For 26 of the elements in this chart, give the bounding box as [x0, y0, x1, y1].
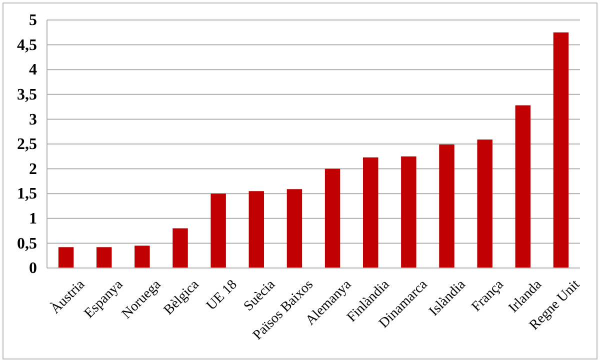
bar: [439, 144, 454, 268]
bar: [401, 156, 416, 268]
bar: [96, 247, 112, 268]
y-tick-label: 0: [29, 260, 37, 278]
y-tick-label: 2,5: [17, 136, 37, 154]
bar: [58, 247, 74, 268]
bar: [134, 246, 150, 268]
y-tick-label: 0,5: [17, 235, 37, 252]
bar: [172, 228, 188, 268]
x-tick-label: UE 18: [204, 277, 240, 314]
y-tick-label: 3: [29, 111, 37, 128]
bar: [362, 157, 378, 268]
y-tick-label: 2: [29, 160, 37, 178]
y-tick-label: 5: [29, 12, 37, 30]
bar: [286, 189, 302, 268]
bar: [477, 140, 492, 268]
y-tick-label: 1,5: [17, 186, 37, 203]
bar: [553, 32, 569, 268]
y-tick-label: 4,5: [17, 36, 37, 54]
y-tick-label: 1: [29, 210, 37, 228]
bar: [248, 191, 264, 268]
bar: [515, 105, 531, 268]
y-tick-label: 3,5: [17, 86, 37, 104]
y-tick-label: 4: [29, 62, 37, 79]
bar: [324, 168, 340, 268]
bar: [210, 194, 226, 268]
